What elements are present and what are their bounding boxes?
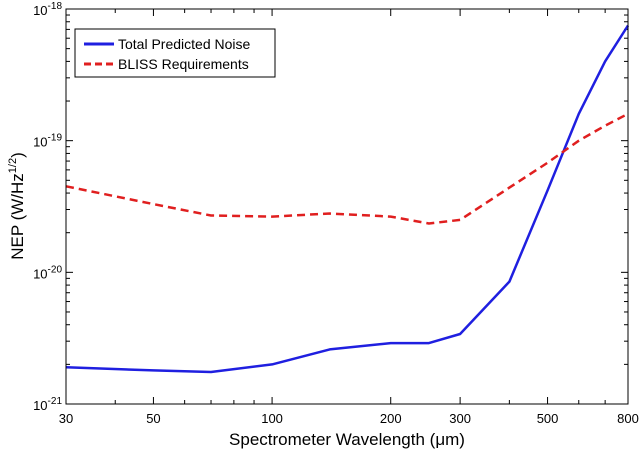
y-axis-title-close: ): [8, 152, 27, 158]
x-axis-title: Spectrometer Wavelength (μm): [229, 430, 465, 449]
legend-label-total-noise: Total Predicted Noise: [118, 36, 251, 52]
x-tick-label: 500: [537, 411, 559, 426]
series-line-total-predicted-noise: [65, 24, 630, 374]
x-tick-label: 300: [449, 411, 471, 426]
x-tick-label: 50: [146, 411, 160, 426]
x-tick-label: 30: [59, 411, 73, 426]
legend-box: [74, 28, 276, 78]
y-tick-label: 10-19: [33, 133, 62, 150]
plot-frame: [65, 8, 629, 405]
x-tick-label: 800: [617, 411, 639, 426]
legend: Total Predicted Noise BLISS Requirements: [74, 28, 276, 78]
legend-label-bliss: BLISS Requirements: [118, 56, 249, 72]
y-axis-title: NEP (W/Hz1/2): [7, 152, 27, 260]
y-tick-label: 10-20: [33, 264, 62, 281]
y-axis-title-main: NEP (W/Hz: [8, 173, 27, 260]
x-tick-label: 200: [380, 411, 402, 426]
series-lines: [65, 24, 630, 374]
y-axis-title-sup: 1/2: [7, 158, 19, 173]
y-tick-label: 10-18: [33, 1, 62, 18]
y-tick-label: 10-21: [33, 396, 62, 413]
series-line-bliss-requirements: [65, 112, 629, 225]
y-tick-labels: 10-21 10-20 10-19 10-18: [33, 1, 62, 413]
x-tick-label: 100: [261, 411, 283, 426]
x-tick-labels: 30 50 100 200 300 500 800: [59, 411, 639, 426]
